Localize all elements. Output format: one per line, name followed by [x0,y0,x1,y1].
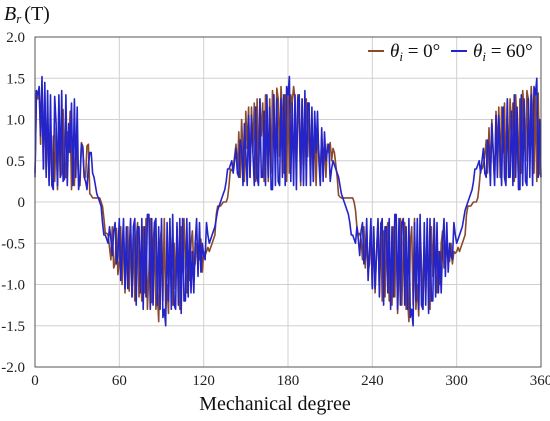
legend-label-series-2-symbol: θ [473,41,482,62]
y-axis-title: Br (T) [4,3,50,26]
legend-label-series-2: θi = 60° [473,41,533,64]
x-tick-label: 180 [277,373,300,389]
series-line-2 [34,75,542,327]
x-tick-label: 120 [192,373,215,389]
y-tick-label: -1.0 [1,278,25,294]
legend-label-series-2-sub: i [482,49,486,64]
legend: θi = 0° θi = 60° [368,41,533,64]
x-tick-label: 300 [445,373,468,389]
y-tick-label: 0.5 [6,154,25,170]
legend-label-series-1-value: = 0° [403,41,440,62]
x-tick-label: 0 [31,373,39,389]
y-axis-title-unit: (T) [24,3,50,25]
legend-label-series-1-symbol: θ [390,41,399,62]
y-tick-label: 1.5 [6,71,25,87]
y-tick-label: 1.0 [6,113,25,129]
x-tick-label: 60 [112,373,127,389]
x-tick-label: 360 [530,373,550,389]
tick-layer: 0 60 120 180 240 300 360 2.0 1.5 1.0 0.5 0 -0.5 -1.0 -… [1,30,550,389]
y-tick-label: 0 [18,195,26,211]
y-tick-label: 2.0 [6,30,25,46]
y-axis-title-subscript: r [16,11,22,26]
legend-label-series-2-value: = 60° [486,41,533,62]
plot-frame [34,36,542,368]
y-axis-title-symbol: B [4,3,16,25]
y-tick-label: -2.0 [1,360,25,376]
y-tick-label: -1.5 [1,319,25,335]
legend-label-series-1: θi = 0° [390,41,440,64]
x-axis-title: Mechanical degree [199,393,351,415]
y-tick-label: -0.5 [1,236,25,252]
series-layer [34,75,542,327]
x-tick-label: 240 [361,373,384,389]
legend-label-series-1-sub: i [399,49,403,64]
